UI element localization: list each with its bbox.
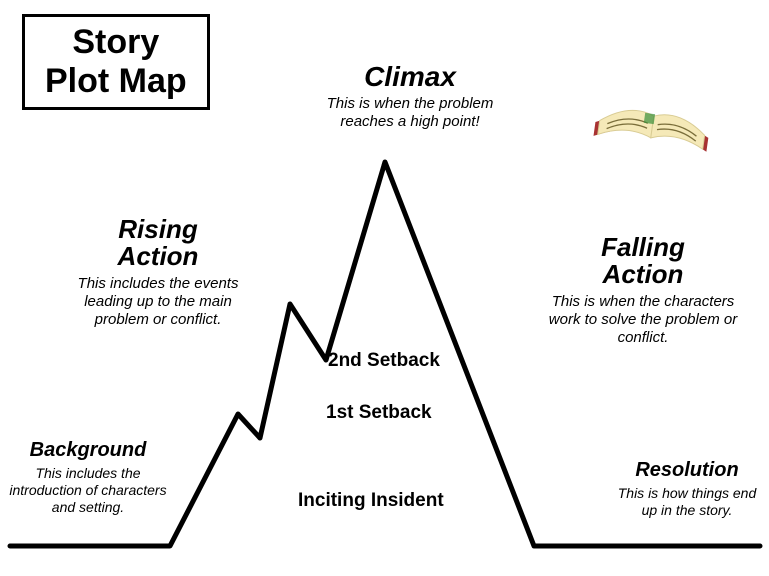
open-book-icon	[588, 72, 718, 172]
rising-head: RisingAction	[68, 216, 248, 271]
inciting-incident-label: Inciting Insident	[298, 490, 444, 512]
falling-action-label: FallingAction This is when the character…	[548, 234, 738, 347]
climax-sub: This is when the problem reaches a high …	[300, 95, 520, 131]
climax-label: Climax This is when the problem reaches …	[300, 62, 520, 131]
resolution-head: Resolution	[612, 460, 762, 481]
background-sub: This includes the introduction of charac…	[4, 465, 172, 515]
rising-sub: This includes the events leading up to t…	[68, 275, 248, 329]
first-setback-label: 1st Setback	[326, 402, 432, 424]
falling-head: FallingAction	[548, 234, 738, 289]
resolution-sub: This is how things end up in the story.	[612, 485, 762, 519]
background-head: Background	[4, 440, 172, 461]
background-label: Background This includes the introductio…	[4, 440, 172, 515]
climax-head: Climax	[300, 62, 520, 91]
second-setback-label: 2nd Setback	[328, 350, 440, 372]
falling-sub: This is when the characters work to solv…	[548, 293, 738, 347]
rising-action-label: RisingAction This includes the events le…	[68, 216, 248, 329]
resolution-label: Resolution This is how things end up in …	[612, 460, 762, 519]
